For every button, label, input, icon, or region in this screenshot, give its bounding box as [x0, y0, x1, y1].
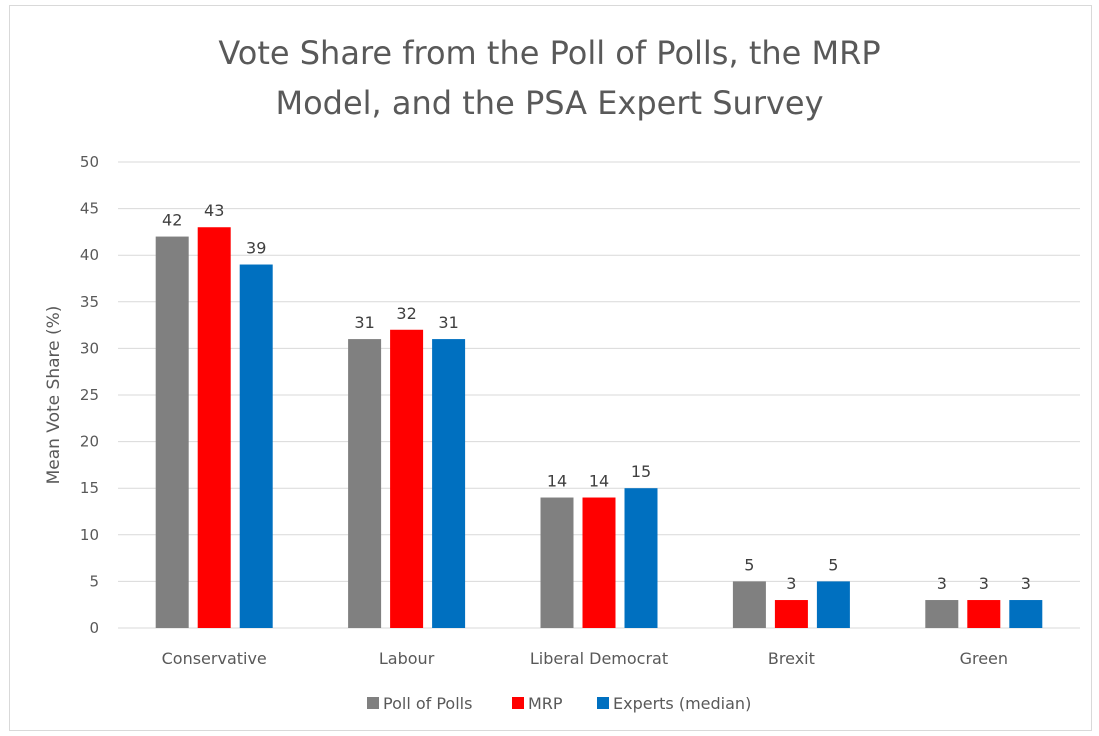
x-category-label: Brexit	[768, 649, 815, 668]
data-label: 39	[246, 239, 266, 258]
bar	[390, 329, 424, 628]
bar	[967, 600, 1001, 628]
bar	[239, 264, 273, 628]
bar	[540, 497, 574, 628]
y-tick-label: 45	[80, 200, 99, 218]
x-axis-categories: Conservative Labour Liberal Democrat Brexit…	[162, 649, 1008, 668]
data-labels: 42 43 39 31 32 31 14 14 15 5 3 5 3 3 3	[162, 201, 1031, 593]
data-label: 15	[631, 462, 651, 481]
bar	[624, 488, 658, 628]
y-tick-label: 20	[80, 433, 99, 451]
data-label: 31	[354, 313, 374, 332]
data-label: 14	[547, 472, 567, 491]
data-label: 5	[744, 555, 754, 574]
y-tick-label: 0	[89, 619, 99, 637]
legend-label: MRP	[528, 694, 563, 713]
bar	[582, 497, 616, 628]
bar	[774, 600, 808, 628]
y-tick-label: 10	[80, 526, 99, 544]
bar	[348, 339, 382, 628]
bar	[197, 227, 231, 629]
legend-swatch	[512, 697, 524, 709]
chart-title-line-1: Vote Share from the Poll of Polls, the M…	[218, 34, 881, 72]
y-tick-label: 25	[80, 386, 99, 404]
data-label: 43	[204, 201, 224, 220]
data-label: 3	[937, 574, 947, 593]
data-label: 14	[589, 472, 609, 491]
y-tick-label: 40	[80, 246, 99, 264]
x-category-label: Liberal Democrat	[530, 649, 668, 668]
data-label: 31	[438, 313, 458, 332]
x-category-label: Conservative	[162, 649, 267, 668]
y-tick-label: 5	[89, 572, 99, 590]
data-label: 42	[162, 211, 182, 230]
bar	[925, 600, 959, 628]
legend-swatch	[597, 697, 609, 709]
bar	[732, 581, 766, 628]
bar	[432, 339, 466, 628]
chart-title-line-2: Model, and the PSA Expert Survey	[275, 84, 824, 122]
bar	[816, 581, 850, 628]
legend: Poll of Polls MRP Experts (median)	[367, 694, 751, 713]
chart-title: Vote Share from the Poll of Polls, the M…	[0, 28, 1099, 128]
legend-label: Experts (median)	[613, 694, 751, 713]
y-tick-label: 30	[80, 339, 99, 357]
y-axis-title: Mean Vote Share (%)	[44, 306, 64, 485]
y-tick-label: 50	[80, 153, 99, 171]
bar	[155, 236, 189, 628]
y-tick-label: 15	[80, 479, 99, 497]
data-label: 3	[1021, 574, 1031, 593]
data-label: 3	[979, 574, 989, 593]
x-category-label: Green	[960, 649, 1008, 668]
bar	[1009, 600, 1043, 628]
data-label: 3	[786, 574, 796, 593]
data-label: 32	[396, 304, 416, 323]
y-axis-ticks: 0 5 10 15 20 25 30 35 40 45 50	[80, 153, 99, 637]
x-category-label: Labour	[379, 649, 435, 668]
legend-label: Poll of Polls	[383, 694, 472, 713]
bars	[155, 227, 1043, 629]
data-label: 5	[828, 555, 838, 574]
y-tick-label: 35	[80, 293, 99, 311]
legend-swatch	[367, 697, 379, 709]
